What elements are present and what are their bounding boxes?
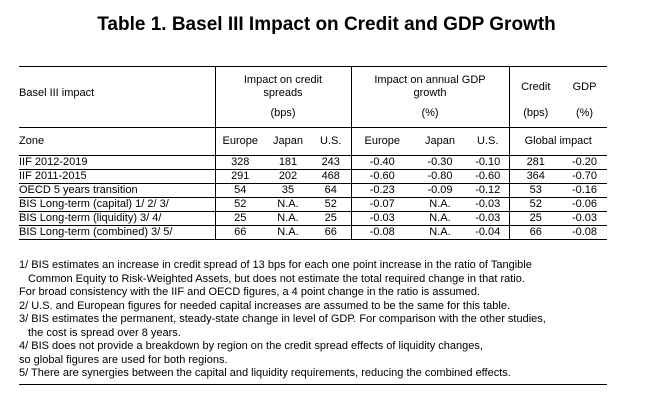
credit-spreads-header: Impact on credit <box>214 74 351 87</box>
footnote: For broad consistency with the IIF and O… <box>19 286 481 298</box>
table-title: Table 1. Basel III Impact on Credit and … <box>97 14 556 35</box>
cell-cs-us: 52 <box>311 197 351 212</box>
cell-gdp: -0.16 <box>562 183 607 198</box>
cell-gdp-japan: -0.30 <box>413 155 467 170</box>
cell-credit: 364 <box>508 169 562 184</box>
col-japan: Japan <box>273 135 303 147</box>
cell-gdp-europe: -0.08 <box>350 225 413 240</box>
footnotes: 1/ BIS estimates an increase in credit s… <box>19 259 607 385</box>
cell-gdp-us: -0.03 <box>467 211 509 226</box>
cell-gdp-us: -0.12 <box>467 183 509 198</box>
cell-cs-europe: 66 <box>214 225 265 240</box>
credit-spreads-header-line2: spreads <box>214 87 351 100</box>
footnote: Common Equity to Risk-Weighted Assets, b… <box>28 272 525 285</box>
footnote: 3/ BIS estimates the permanent, steady-s… <box>19 313 546 325</box>
footnote: 1/ BIS estimates an increase in credit s… <box>19 259 532 271</box>
col-europe: Europe <box>214 135 265 148</box>
zone-label: Zone <box>19 135 45 147</box>
row-label: BIS Long-term (liquidity) 3/ 4/ <box>19 211 215 226</box>
cell-credit: 52 <box>508 197 562 212</box>
footnote: so global figures are used for both regi… <box>19 353 228 366</box>
cell-cs-europe: 52 <box>214 197 265 212</box>
cell-gdp-europe: -0.23 <box>350 183 413 198</box>
cell-gdp-europe: -0.07 <box>350 197 413 212</box>
row-label: IIF 2011-2015 <box>19 169 215 184</box>
cell-gdp-us: -0.03 <box>467 197 509 212</box>
cell-credit: 281 <box>508 155 562 170</box>
cell-cs-us: 468 <box>311 169 351 184</box>
cell-gdp-us: -0.10 <box>467 155 509 170</box>
cell-gdp: -0.08 <box>562 225 607 240</box>
cell-cs-us: 243 <box>311 155 351 170</box>
cell-gdp-japan: N.A. <box>413 211 467 226</box>
cell-credit: 53 <box>508 183 562 198</box>
basel-impact-label: Basel III impact <box>19 87 95 99</box>
footnote: 2/ U.S. and European figures for needed … <box>19 299 511 312</box>
cell-gdp: -0.70 <box>562 169 607 184</box>
bps-unit: (bps) <box>214 107 351 120</box>
cell-cs-europe: 25 <box>214 211 265 226</box>
gdp-growth-header-line2: growth <box>350 87 509 100</box>
col-global-impact: Global impact <box>508 135 607 148</box>
row-label: BIS Long-term (combined) 3/ 5/ <box>19 225 215 240</box>
cell-gdp: -0.20 <box>562 155 607 170</box>
credit-header: Credit <box>508 74 562 100</box>
cell-cs-europe: 54 <box>214 183 265 198</box>
cell-cs-japan: N.A. <box>265 211 311 226</box>
cell-cs-japan: 35 <box>265 183 311 198</box>
cell-cs-japan: 181 <box>265 155 311 170</box>
cell-cs-japan: N.A. <box>265 225 311 240</box>
cell-gdp-japan: N.A. <box>413 197 467 212</box>
row-label: IIF 2012-2019 <box>19 155 215 170</box>
cell-cs-us: 66 <box>311 225 351 240</box>
cell-credit: 25 <box>508 211 562 226</box>
cell-gdp-japan: N.A. <box>413 225 467 240</box>
col-us-gdp: U.S. <box>477 135 499 147</box>
basel-impact-table: Impact on credit Impact on annual GDP Cr… <box>19 66 607 240</box>
cell-cs-us: 25 <box>311 211 351 226</box>
gdp-header: GDP <box>572 80 597 93</box>
footnote: the cost is spread over 8 years. <box>28 326 181 339</box>
gdp-pct-unit: (%) <box>575 107 594 119</box>
col-japan-gdp: Japan <box>425 135 455 147</box>
cell-gdp-us: -0.04 <box>467 225 509 240</box>
cell-gdp-europe: -0.03 <box>350 211 413 226</box>
gdp-growth-header: Impact on annual GDP <box>350 74 509 87</box>
cell-gdp: -0.06 <box>562 197 607 212</box>
col-europe-gdp: Europe <box>350 135 413 148</box>
cell-cs-japan: N.A. <box>265 197 311 212</box>
cell-cs-europe: 328 <box>214 155 265 170</box>
footnote: 4/ BIS does not provide a breakdown by r… <box>19 340 483 352</box>
cell-gdp-japan: -0.09 <box>413 183 467 198</box>
row-label: BIS Long-term (capital) 1/ 2/ 3/ <box>19 197 215 212</box>
col-us: U.S. <box>320 135 342 147</box>
pct-unit: (%) <box>350 107 509 120</box>
cell-gdp-japan: -0.80 <box>413 169 467 184</box>
footnote: 5/ There are synergies between the capit… <box>19 367 511 379</box>
cell-gdp: -0.03 <box>562 211 607 226</box>
cell-gdp-us: -0.60 <box>467 169 509 184</box>
cell-gdp-europe: -0.40 <box>350 155 413 170</box>
credit-bps-unit: (bps) <box>508 107 562 120</box>
row-label: OECD 5 years transition <box>19 183 215 198</box>
cell-cs-japan: 202 <box>265 169 311 184</box>
cell-credit: 66 <box>508 225 562 240</box>
cell-cs-europe: 291 <box>214 169 265 184</box>
cell-cs-us: 64 <box>311 183 351 198</box>
cell-gdp-europe: -0.60 <box>350 169 413 184</box>
